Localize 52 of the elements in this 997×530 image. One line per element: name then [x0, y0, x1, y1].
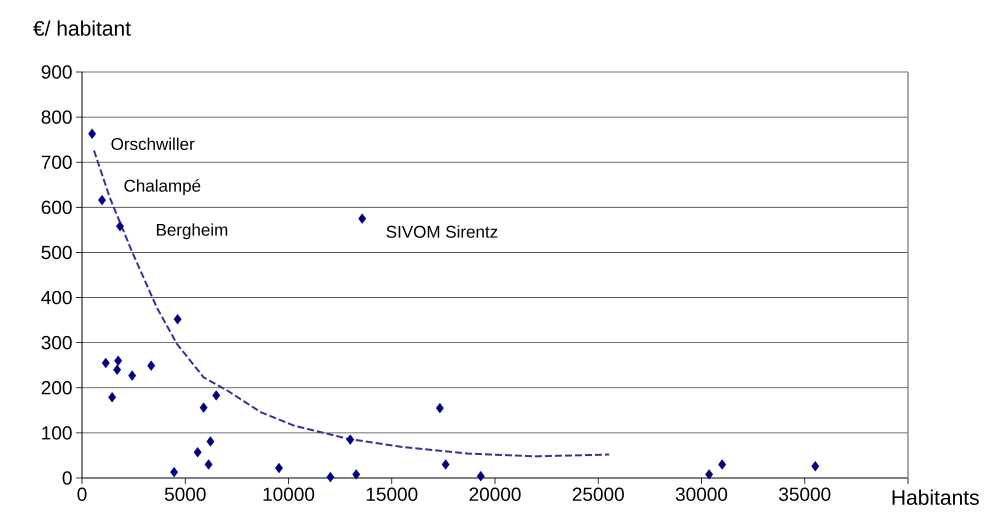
y-tick-label: 100	[42, 426, 72, 440]
point	[358, 213, 366, 224]
point	[436, 402, 444, 414]
point	[212, 390, 220, 401]
point	[147, 360, 156, 371]
y-tick-label: 300	[42, 336, 72, 350]
annotation: Bergheim	[156, 223, 228, 240]
x-tick-label: 20000	[470, 488, 521, 501]
x-tick-label: 30000	[676, 488, 728, 501]
point	[326, 472, 334, 482]
y-tick-label: 600	[42, 200, 72, 214]
point	[200, 402, 208, 413]
x-axis-title: Habitants	[892, 490, 979, 505]
point	[206, 436, 214, 447]
x-tick-label: 5000	[164, 488, 206, 501]
y-tick-label: 500	[42, 246, 72, 260]
y-tick-label: 700	[42, 155, 72, 169]
y-axis-title: €/ habitant	[33, 20, 131, 36]
y-tick-label: 800	[42, 110, 72, 124]
x-tick-label: 25000	[572, 488, 624, 501]
y-tick-label: 400	[41, 290, 72, 304]
point	[88, 128, 96, 139]
line-series	[92, 149, 610, 458]
x-tick-label: 15000	[366, 488, 418, 501]
annotation: Chalampé	[124, 179, 200, 196]
point	[98, 194, 106, 206]
point	[346, 434, 354, 445]
point	[102, 358, 110, 368]
point	[204, 459, 213, 470]
point	[128, 370, 136, 381]
y-tick-label: 0	[62, 471, 72, 485]
point	[275, 462, 283, 474]
point	[116, 221, 124, 232]
point	[442, 459, 450, 470]
y-tick-label: 900	[42, 65, 72, 79]
point	[194, 447, 202, 458]
annotation: Orschwiller	[111, 138, 194, 150]
point	[108, 392, 116, 402]
x-tick-label: 10000	[264, 488, 314, 501]
point	[170, 466, 178, 478]
y-tick-label: 200	[42, 381, 72, 394]
point	[811, 461, 820, 472]
point	[476, 470, 485, 482]
x-tick-label: 35000	[779, 488, 830, 501]
point	[113, 364, 122, 375]
point	[174, 314, 182, 324]
x-tick-label: 0	[77, 488, 87, 501]
annotation: SIVOM Sirentz	[386, 225, 498, 238]
point	[718, 459, 726, 470]
point	[352, 469, 360, 480]
point	[705, 469, 714, 480]
point	[114, 355, 122, 366]
